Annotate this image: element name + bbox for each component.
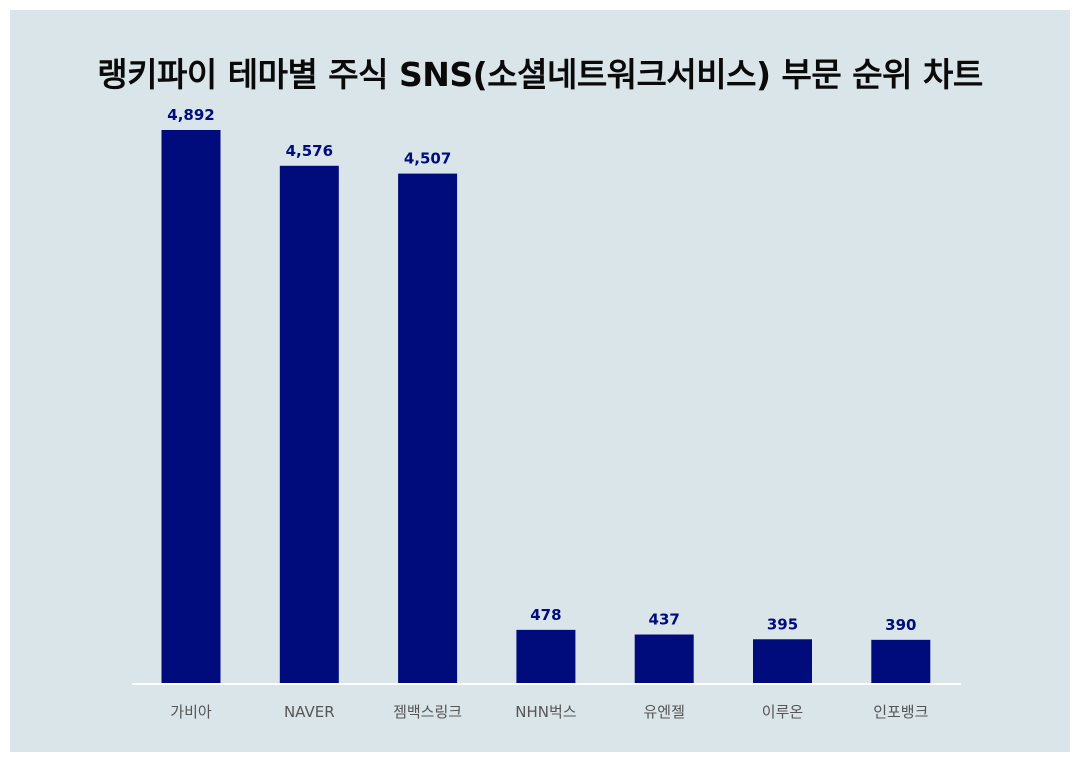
value-labels-layer: 4,892 4,576 4,507 478 437 395 390 — [167, 106, 916, 634]
bar-6 — [753, 639, 812, 684]
category-label-2: NAVER — [284, 703, 335, 721]
category-label-3: 젬백스링크 — [393, 703, 462, 721]
value-label-3: 4,507 — [404, 150, 451, 168]
bar-7 — [871, 639, 931, 684]
value-label-7: 390 — [885, 616, 916, 634]
category-label-6: 이루온 — [762, 703, 803, 721]
value-label-2: 4,576 — [286, 142, 333, 160]
category-label-5: 유엔젤 — [643, 703, 684, 721]
value-label-6: 395 — [767, 615, 798, 633]
category-label-7: 인포뱅크 — [873, 703, 928, 721]
category-labels-layer: 가비아 NAVER 젬백스링크 NHN벅스 유엔젤 이루온 인포뱅크 — [170, 703, 928, 721]
value-label-1: 4,892 — [167, 106, 214, 124]
bar-5 — [634, 634, 694, 684]
bar-1 — [161, 130, 221, 684]
bar-4 — [516, 629, 576, 684]
chart-title: 랭키파이 테마별 주식 SNS(소셜네트워크서비스) 부문 순위 차트 — [97, 55, 983, 94]
value-label-5: 437 — [649, 611, 680, 629]
category-label-4: NHN벅스 — [515, 703, 577, 721]
category-label-1: 가비아 — [170, 703, 212, 721]
value-label-4: 478 — [530, 606, 561, 624]
bars-layer — [161, 130, 931, 684]
bar-3 — [398, 173, 458, 684]
bar-2 — [279, 165, 339, 684]
